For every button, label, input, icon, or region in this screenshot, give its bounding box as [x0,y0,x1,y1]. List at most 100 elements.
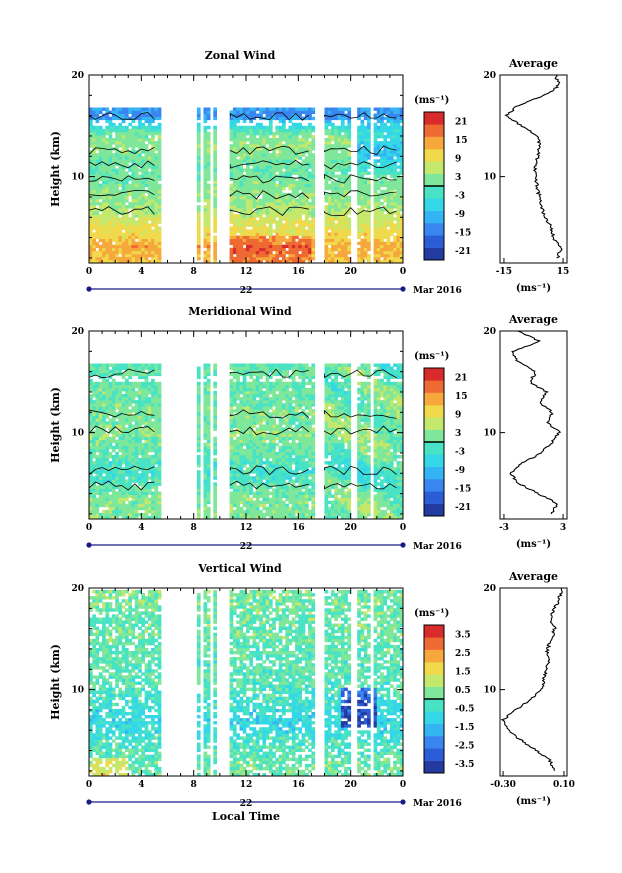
heatmap-cell [203,500,208,505]
heatmap-cell [380,135,384,139]
heatmap-cell [196,113,201,117]
heatmap-cell [232,424,237,428]
heatmap-cell [389,214,394,218]
heatmap-cell [337,183,342,188]
heatmap-cell [308,238,312,242]
heatmap-cell [213,113,217,117]
heatmap-cell [383,232,388,236]
heatmap-cell [213,464,217,468]
heatmap-cell [196,256,201,261]
heatmap-cell [232,464,237,468]
heatmap-cell [295,147,299,151]
heatmap-cell [275,131,280,136]
heatmap-cell [268,238,273,242]
heatmap-cell [203,397,208,401]
heatmap-cell [131,372,136,377]
heatmap-cell [89,482,93,486]
heatmap-cell [121,168,126,172]
heatmap-cell [128,250,132,255]
heatmap-cell [298,113,302,117]
heatmap-cell [298,131,302,136]
heatmap-cell [108,516,113,520]
heatmap-cell [242,400,247,404]
heatmap-cell [141,208,145,212]
heatmap-cell [92,223,96,227]
heatmap-cell [134,372,139,377]
heatmap-cell [324,250,329,255]
heatmap-cell [147,150,152,154]
heatmap-cell [111,482,116,486]
heatmap-cell [147,516,152,520]
heatmap-cell [340,220,345,224]
heatmap-cell [337,238,342,242]
heatmap-cell [196,223,201,227]
heatmap-cell [98,421,103,425]
heatmap-cell [376,147,381,151]
heatmap-cell [121,506,126,511]
heatmap-cell [291,186,296,191]
heatmap-cell [383,199,388,203]
heatmap-cell [272,141,276,145]
heatmap-cell [367,244,371,249]
heatmap-cell [125,455,129,459]
heatmap-cell [389,195,394,200]
heatmap-cell [144,260,149,264]
heatmap-cell [115,470,119,474]
colorbar-tick-label: -9 [455,210,465,220]
heatmap-cells-0 [89,107,404,264]
heatmap-cell [246,202,250,206]
heatmap-cell [232,162,237,166]
heatmap-cell [92,177,96,181]
heatmap-cell [121,107,126,111]
heatmap-cell [239,494,244,498]
heatmap-cell [115,250,119,255]
heatmap-cell [373,107,378,111]
colorbar-band [424,223,444,236]
heatmap-cell [206,229,211,233]
heatmap-cell [213,400,217,404]
heatmap-cell [134,183,139,188]
heatmap-cell [344,199,348,203]
heatmap-cell [367,113,371,117]
heatmap-cell [239,455,244,459]
heatmap-cell [324,195,329,200]
heatmap-cell [125,144,129,148]
heatmap-cell [89,488,93,492]
heatmap-cell [118,442,123,447]
heatmap-cell [118,244,123,249]
heatmap-cell [131,256,136,261]
heatmap-cell [246,223,250,227]
heatmap-cell [111,189,116,194]
heatmap-cell [102,366,106,370]
heatmap-cell [213,135,217,139]
heatmap-cell [141,476,145,480]
heatmap-cell [360,168,365,172]
heatmap-cell [105,156,110,160]
heatmap-cell [98,400,103,404]
heatmap-cell [213,125,217,130]
heatmap-cell [246,125,250,130]
heatmap-cell [308,247,312,252]
heatmap-cell [95,421,100,425]
heatmap-cell [118,485,123,489]
heatmap-cell [213,369,217,373]
heatmap-cell [89,253,93,258]
heatmap-cell [301,162,306,166]
heatmap-cell [206,150,211,154]
heatmap-cell [396,232,401,236]
heatmap-cell [291,180,296,185]
heatmap-cell [298,226,302,230]
heatmap-cell [246,186,250,191]
heatmap-cell [108,156,113,160]
heatmap-cell [242,256,247,261]
heatmap-cell [196,168,201,172]
heatmap-cell [347,177,352,181]
heatmap-cell [278,131,283,136]
heatmap-cell [396,107,401,111]
heatmap-cell [213,366,217,370]
heatmap-cell [272,135,276,139]
heatmap-cell [89,397,93,401]
heatmap-cell [115,500,119,505]
heatmap-cell [108,183,113,188]
heatmap-cell [111,509,116,514]
